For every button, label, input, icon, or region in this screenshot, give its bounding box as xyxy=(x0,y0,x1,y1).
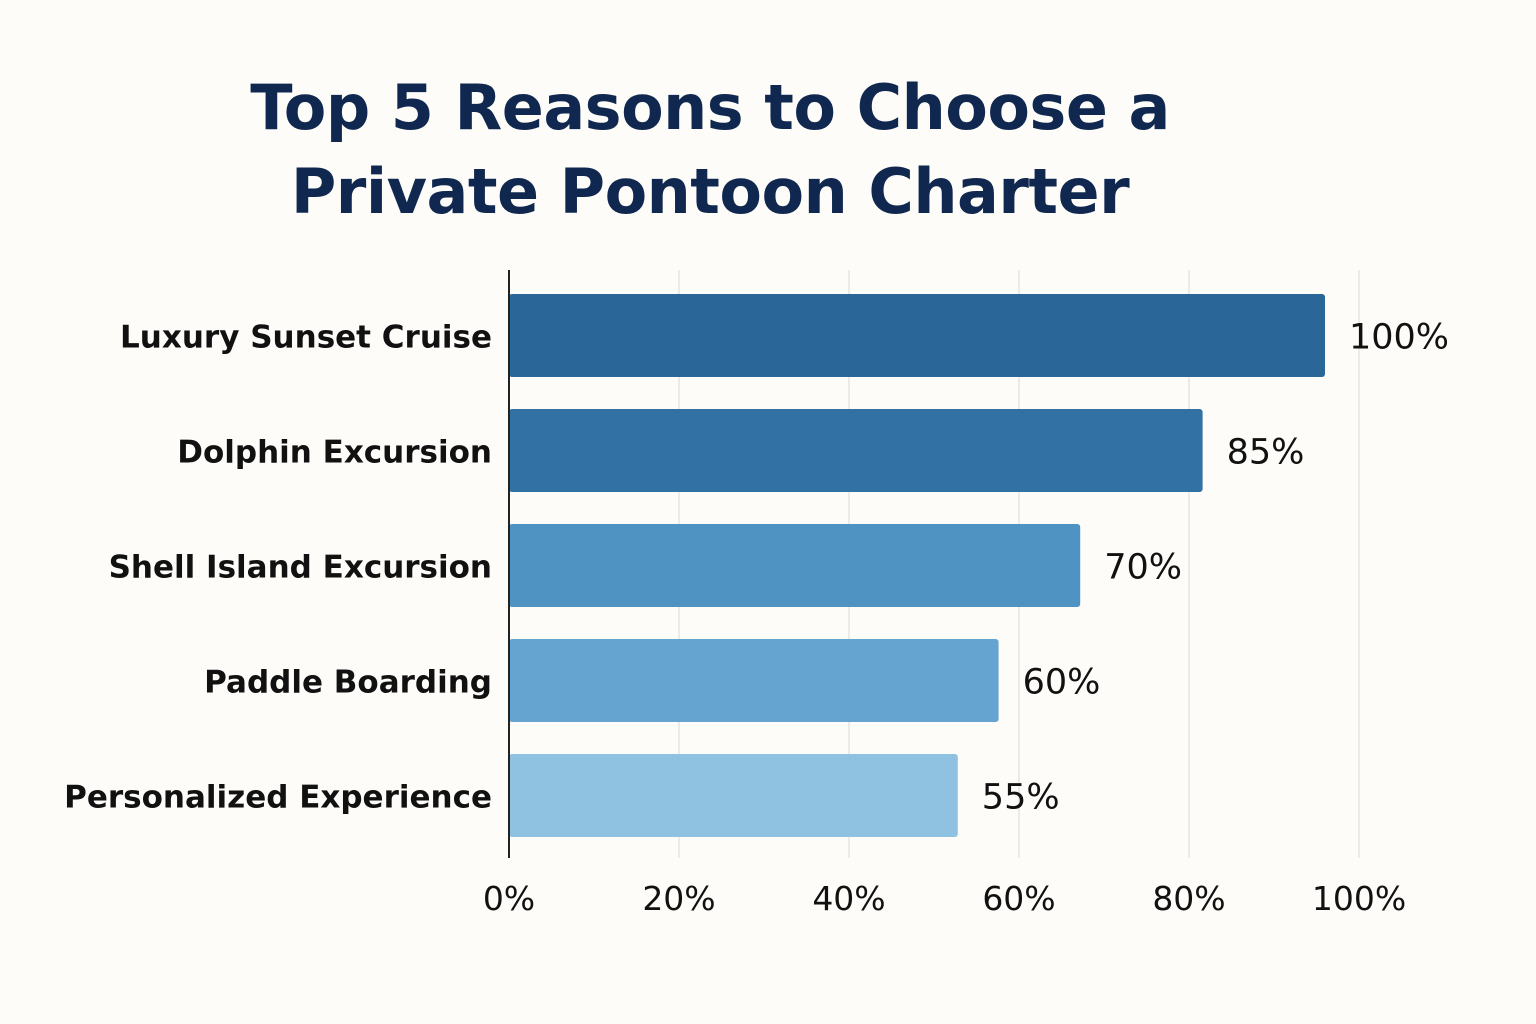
bar xyxy=(509,754,958,837)
chart-title-line-2: Private Pontoon Charter xyxy=(290,155,1130,228)
x-tick-label: 60% xyxy=(982,879,1055,918)
bar-value-label: 100% xyxy=(1349,318,1449,358)
bar xyxy=(509,524,1081,607)
category-label: Luxury Sunset Cruise xyxy=(120,320,492,356)
bar xyxy=(509,639,999,722)
bar-value-label: 85% xyxy=(1227,433,1305,473)
bar xyxy=(509,294,1325,377)
category-label: Paddle Boarding xyxy=(204,665,492,701)
bar-value-label: 60% xyxy=(1023,663,1101,703)
x-tick-label: 0% xyxy=(483,879,535,918)
category-label: Shell Island Excursion xyxy=(109,550,492,586)
bar xyxy=(509,409,1203,492)
bar-value-label: 70% xyxy=(1104,548,1182,588)
category-label: Dolphin Excursion xyxy=(177,435,492,471)
x-tick-label: 80% xyxy=(1152,879,1225,918)
category-label: Personalized Experience xyxy=(64,780,492,816)
bar-value-label: 55% xyxy=(982,778,1060,818)
x-tick-label: 40% xyxy=(812,879,885,918)
chart-title-line-1: Top 5 Reasons to Choose a xyxy=(250,71,1170,144)
x-tick-label: 20% xyxy=(642,879,715,918)
x-tick-label: 100% xyxy=(1312,879,1406,918)
chart-title: Top 5 Reasons to Choose a Private Pontoo… xyxy=(0,66,1420,234)
